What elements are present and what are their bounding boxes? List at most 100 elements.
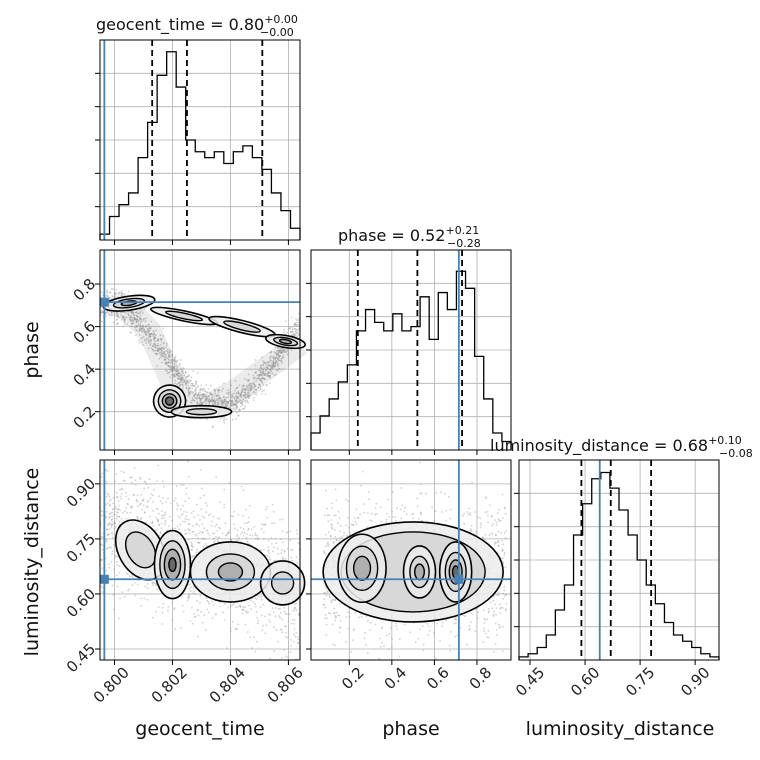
scatter-point xyxy=(156,519,159,521)
scatter-point xyxy=(171,354,174,357)
scatter-point xyxy=(136,315,139,318)
scatter-point xyxy=(188,393,191,396)
scatter-point xyxy=(222,611,224,613)
scatter-point xyxy=(146,330,149,332)
scatter-point xyxy=(420,513,422,516)
scatter-point xyxy=(295,609,298,612)
scatter-point xyxy=(205,402,208,405)
scatter-point xyxy=(187,392,190,394)
scatter-point xyxy=(145,330,148,333)
scatter-point xyxy=(236,400,238,403)
scatter-point xyxy=(164,358,167,361)
scatter-point xyxy=(180,367,183,369)
scatter-point xyxy=(229,400,232,402)
scatter-point xyxy=(503,554,506,556)
scatter-point xyxy=(497,544,500,547)
scatter-point xyxy=(186,384,188,387)
scatter-point xyxy=(109,524,112,526)
scatter-point xyxy=(283,348,286,351)
panel-frame xyxy=(310,249,512,451)
scatter-point xyxy=(260,523,263,525)
scatter-point xyxy=(244,393,247,396)
scatter-point xyxy=(291,316,293,319)
scatter-point xyxy=(502,597,505,600)
scatter-point xyxy=(239,409,242,411)
scatter-point xyxy=(159,351,162,354)
scatter-point xyxy=(248,395,250,398)
scatter-point xyxy=(289,539,292,541)
scatter-point xyxy=(271,367,273,370)
scatter-point xyxy=(173,366,175,369)
scatter-point xyxy=(296,635,299,638)
scatter-point xyxy=(263,361,266,364)
scatter-point xyxy=(234,404,237,406)
scatter-point xyxy=(212,426,214,428)
density-contour xyxy=(185,408,218,416)
scatter-point xyxy=(293,619,296,621)
scatter-point xyxy=(226,532,229,535)
x-tick-label: 0.6 xyxy=(423,664,453,694)
scatter-point xyxy=(131,317,134,320)
scatter-point xyxy=(494,541,496,544)
scatter-point xyxy=(262,368,264,371)
scatter-point xyxy=(107,523,110,526)
scatter-point xyxy=(184,376,187,378)
scatter-point xyxy=(123,321,126,324)
scatter-point xyxy=(149,335,152,338)
scatter-point xyxy=(267,363,270,366)
scatter-point xyxy=(334,514,337,517)
scatter-point xyxy=(120,517,123,520)
scatter-point xyxy=(433,631,435,634)
scatter-point xyxy=(211,617,214,619)
scatter-point xyxy=(199,518,201,521)
scatter-point xyxy=(197,393,200,396)
scatter-point xyxy=(105,295,108,297)
scatter-point xyxy=(429,630,431,632)
scatter-point xyxy=(235,401,238,403)
scatter-point xyxy=(135,324,138,327)
scatter-point xyxy=(114,554,116,557)
scatter-point xyxy=(234,404,236,406)
scatter-point xyxy=(240,395,243,397)
scatter-point xyxy=(282,349,285,351)
scatter-point xyxy=(269,352,271,354)
scatter-point xyxy=(280,538,282,541)
scatter-point xyxy=(266,375,269,378)
scatter-point xyxy=(378,657,381,660)
scatter-point xyxy=(258,373,261,376)
scatter-point xyxy=(191,391,194,394)
scatter-point xyxy=(153,333,156,336)
scatter-point xyxy=(278,350,281,353)
scatter-point xyxy=(195,382,198,385)
scatter-point xyxy=(287,620,290,623)
scatter-point xyxy=(194,383,197,386)
scatter-point xyxy=(324,617,326,620)
scatter-point xyxy=(218,389,220,392)
scatter-point xyxy=(141,309,144,312)
scatter-point xyxy=(104,516,107,519)
scatter-point xyxy=(175,360,178,363)
scatter-point xyxy=(486,636,489,638)
scatter-point xyxy=(164,346,167,349)
scatter-point xyxy=(214,540,216,542)
scatter-point xyxy=(180,508,182,511)
scatter-point xyxy=(485,632,487,635)
scatter-point xyxy=(165,356,168,359)
scatter-point xyxy=(221,403,224,406)
scatter-point xyxy=(347,500,350,502)
scatter-point xyxy=(224,522,227,525)
scatter-point xyxy=(272,357,275,359)
scatter-point xyxy=(140,605,143,608)
scatter-point xyxy=(120,487,123,490)
scatter-point xyxy=(263,389,265,392)
scatter-point xyxy=(185,381,188,384)
scatter-point xyxy=(229,399,232,402)
scatter-point xyxy=(112,594,115,596)
scatter-point xyxy=(497,541,500,543)
scatter-point xyxy=(241,531,244,533)
scatter-point xyxy=(231,393,234,395)
scatter-point xyxy=(248,504,251,507)
scatter-point xyxy=(468,629,471,631)
scatter-point xyxy=(186,596,189,599)
scatter-point xyxy=(258,369,261,372)
